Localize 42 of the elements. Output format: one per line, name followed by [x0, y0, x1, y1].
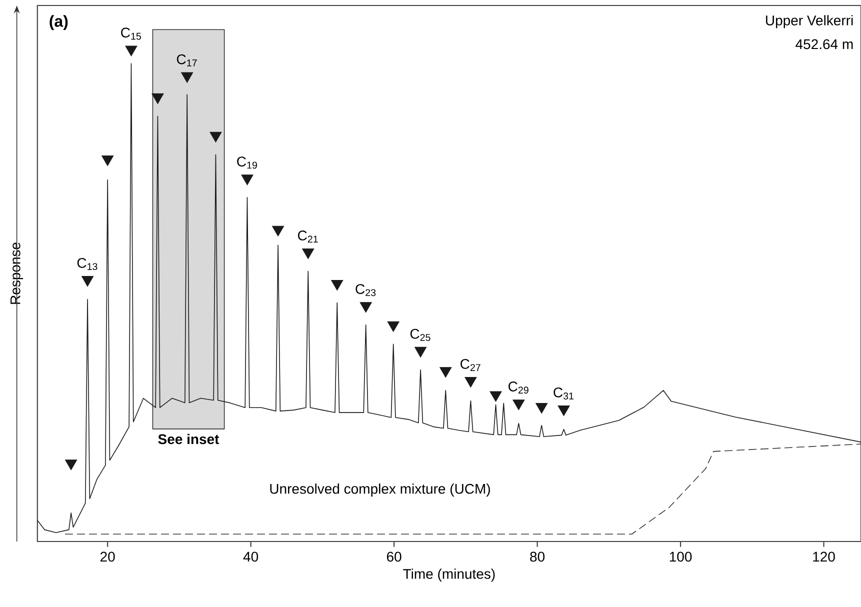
- annotation: C$_{15}$: [121, 28, 141, 40]
- x-tick-label: 80: [530, 552, 545, 562]
- x-tick-label: 40: [243, 552, 258, 562]
- annotation: C$_{19}$: [237, 156, 257, 169]
- point: [210, 132, 222, 142]
- annotation: C$_{29}$: [508, 382, 528, 394]
- point: [181, 72, 194, 83]
- point: [102, 155, 114, 166]
- point: [512, 400, 525, 410]
- x-tick-label: 100: [670, 552, 692, 562]
- point: [302, 248, 314, 260]
- point: [490, 391, 502, 402]
- x-tick-label: 20: [100, 552, 115, 562]
- annotation: C$_{25}$: [410, 328, 430, 341]
- annotation: C$_{27}$: [460, 358, 480, 371]
- x-axis-title: Time (minutes): [403, 568, 495, 582]
- annotation: C$_{13}$: [77, 258, 98, 270]
- point: [414, 346, 427, 358]
- annotation: C$_{31}$: [554, 387, 574, 400]
- band-label: See inset: [158, 434, 220, 444]
- annotation: Unresolved complex mixture (UCM): [270, 484, 490, 497]
- annotation: C$_{23}$: [356, 284, 376, 296]
- point: [125, 46, 138, 56]
- text: (a): [50, 15, 68, 30]
- x-tick-label: 120: [813, 552, 835, 562]
- point: [65, 460, 78, 470]
- point: [464, 376, 477, 388]
- text: Upper Velkerri: [766, 15, 853, 28]
- point: [272, 226, 284, 236]
- point: [536, 403, 548, 414]
- point: [81, 276, 94, 287]
- annotation: C$_{17}$: [176, 54, 197, 66]
- point: [440, 367, 452, 378]
- point: [331, 280, 344, 291]
- point: [558, 405, 570, 416]
- point: [387, 321, 400, 332]
- point: [152, 93, 164, 104]
- text: 452.64 m: [796, 39, 853, 50]
- point: [360, 302, 372, 313]
- annotation: C$_{21}$: [298, 230, 318, 242]
- x-tick-label: 60: [386, 552, 402, 562]
- point: [241, 174, 254, 186]
